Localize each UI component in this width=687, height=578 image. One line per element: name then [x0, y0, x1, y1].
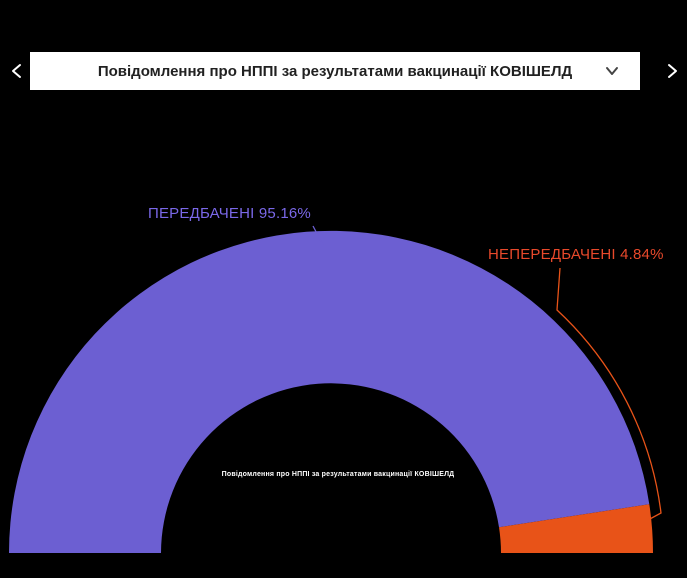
- chart-title: Повідомлення про НППІ за результатами ва…: [97, 62, 573, 80]
- pie-slice-0[interactable]: [8, 230, 650, 553]
- chart-center-label: Повідомлення про НППІ за результатами ва…: [221, 471, 455, 478]
- pie-slice-1[interactable]: [499, 504, 653, 553]
- leader-line: [312, 225, 324, 246]
- prev-slide-button[interactable]: [4, 55, 32, 87]
- chevron-left-icon: [12, 64, 21, 78]
- chart-title-dropdown[interactable]: Повідомлення про НППІ за результатами ва…: [30, 52, 640, 90]
- next-slide-button[interactable]: [657, 55, 685, 87]
- chevron-right-icon: [668, 64, 677, 78]
- chevron-down-icon: [606, 67, 618, 75]
- callout-predicted: ПЕРЕДБАЧЕНІ 95.16%: [148, 205, 311, 222]
- leader-line: [556, 267, 662, 521]
- callout-unforeseen: НЕПЕРЕДБАЧЕНІ 4.84%: [488, 246, 664, 263]
